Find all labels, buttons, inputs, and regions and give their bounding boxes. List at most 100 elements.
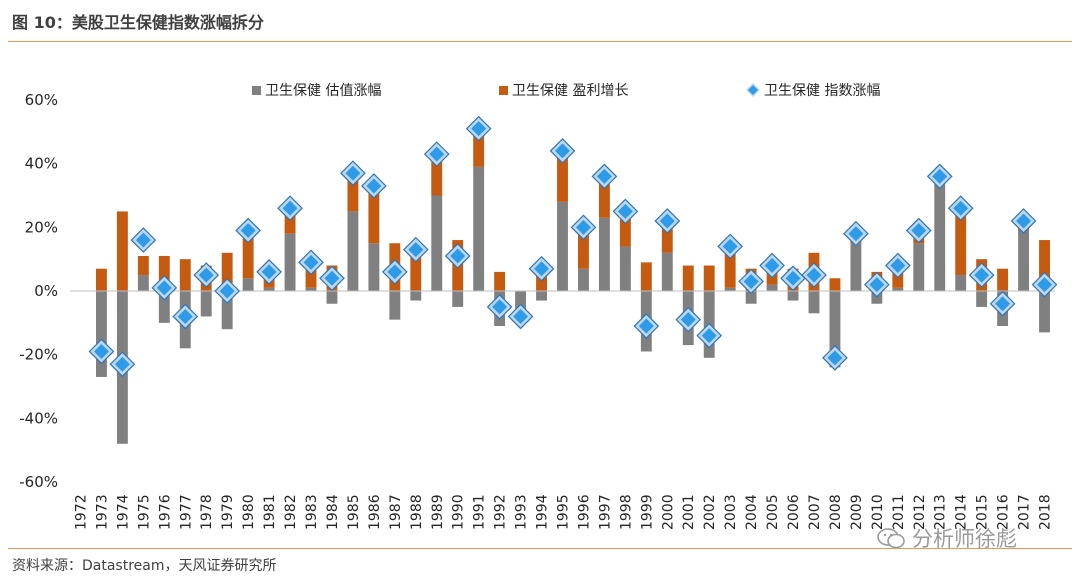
valuation-bar [305,287,317,291]
valuation-bar [410,291,422,301]
earnings-bar [494,271,506,291]
x-tick-label: 1973 [94,494,110,530]
valuation-bar [892,287,904,291]
index-marker-core [471,121,487,137]
valuation-bar [263,287,275,291]
earnings-bar [473,128,485,167]
valuation-bar [598,217,610,291]
x-tick-label: 1993 [514,494,530,530]
earnings-bar [368,185,380,244]
index-marker-core [743,273,759,289]
valuation-bar [95,291,107,377]
index-marker-core [366,178,382,194]
legend-earnings-swatch [499,85,508,95]
earnings-bar [137,255,149,276]
valuation-bar [934,182,946,291]
valuation-bar [766,284,778,291]
valuation-bar [200,291,212,317]
x-tick-label: 2000 [660,494,676,530]
index-marker-core [827,350,843,366]
valuation-bar [829,291,841,368]
x-tick-label: 1996 [576,494,592,530]
x-tick-label: 2008 [828,494,844,530]
valuation-bar [661,252,673,291]
x-tick-label: 1987 [388,494,404,530]
valuation-bar [1018,230,1030,291]
valuation-bar [368,243,380,291]
x-tick-label: 1990 [451,494,467,530]
index-marker-core [156,280,172,296]
x-tick-label: 1976 [157,494,173,530]
earnings-bar [179,259,191,291]
x-tick-label: 1994 [535,494,551,530]
x-tick-label: 1998 [618,494,634,530]
x-tick-label: 2015 [975,494,991,530]
valuation-bar [284,233,296,291]
index-marker-core [722,238,738,254]
index-marker-core [555,143,570,159]
source-note: 资料来源：Datastream，天风证券研究所 [12,558,277,574]
earnings-bar [305,265,317,288]
x-tick-label: 1984 [325,494,341,530]
valuation-bar [808,291,820,314]
index-marker-core [1016,213,1032,229]
x-tick-label: 1995 [556,494,572,530]
valuation-bar [326,291,338,304]
index-marker-core [1037,277,1053,293]
earnings-bar [703,265,715,291]
valuation-bar [158,291,170,323]
x-tick-label: 1972 [73,494,89,530]
valuation-bar [473,166,485,291]
x-tick-label: 1997 [597,494,613,530]
legend-earnings: 卫生保健 盈利增长 [499,80,628,100]
legend-valuation-swatch [252,85,261,95]
valuation-bar [850,243,862,291]
watermark: 分析师徐彪 [876,523,1017,553]
index-marker-core [575,219,591,235]
valuation-bar [431,195,443,291]
legend-index-label: 卫生保健 指数涨幅 [764,83,881,99]
wechat-logo-icon [877,528,905,549]
x-tick-label: 1991 [472,494,488,530]
x-tick-label: 1974 [115,494,131,530]
index-marker-core [680,312,696,328]
y-tick-label: -60% [19,473,58,491]
x-tick-label: 1977 [178,494,194,530]
index-marker-core [492,299,508,315]
index-marker-core [806,267,822,283]
earnings-bar [221,252,233,291]
x-tick-label: 2006 [786,494,802,530]
index-marker-core [995,296,1011,312]
valuation-bar [221,291,233,330]
title-divider [8,41,1072,42]
valuation-bar [137,275,149,291]
index-marker-core [596,168,612,184]
index-marker-core [785,270,801,286]
legend-index: 卫生保健 指数涨幅 [746,80,880,100]
earnings-bar [116,211,128,291]
earnings-bar [619,211,631,247]
earnings-bar [410,243,422,291]
x-tick-label: 2007 [807,494,823,530]
index-marker-core [408,242,424,258]
earnings-bar [682,265,694,291]
index-marker-core [932,168,948,184]
earnings-bar [829,278,841,291]
x-tick-label: 1989 [430,494,446,530]
x-tick-label: 2014 [954,494,970,530]
index-marker-core [638,318,654,334]
valuation-bar [724,287,736,291]
source-divider [8,548,1072,549]
index-marker-core [513,308,529,324]
index-marker-core [617,203,633,219]
earnings-bar [557,150,568,202]
x-tick-label: 1978 [199,494,215,530]
x-tick-label: 2011 [891,494,907,530]
index-marker-core [429,146,445,162]
y-tick-label: 20% [25,218,58,236]
index-marker-core [324,270,340,286]
x-tick-label: 2009 [849,494,865,530]
x-tick-label: 1980 [241,494,257,530]
index-marker-core [450,248,466,264]
